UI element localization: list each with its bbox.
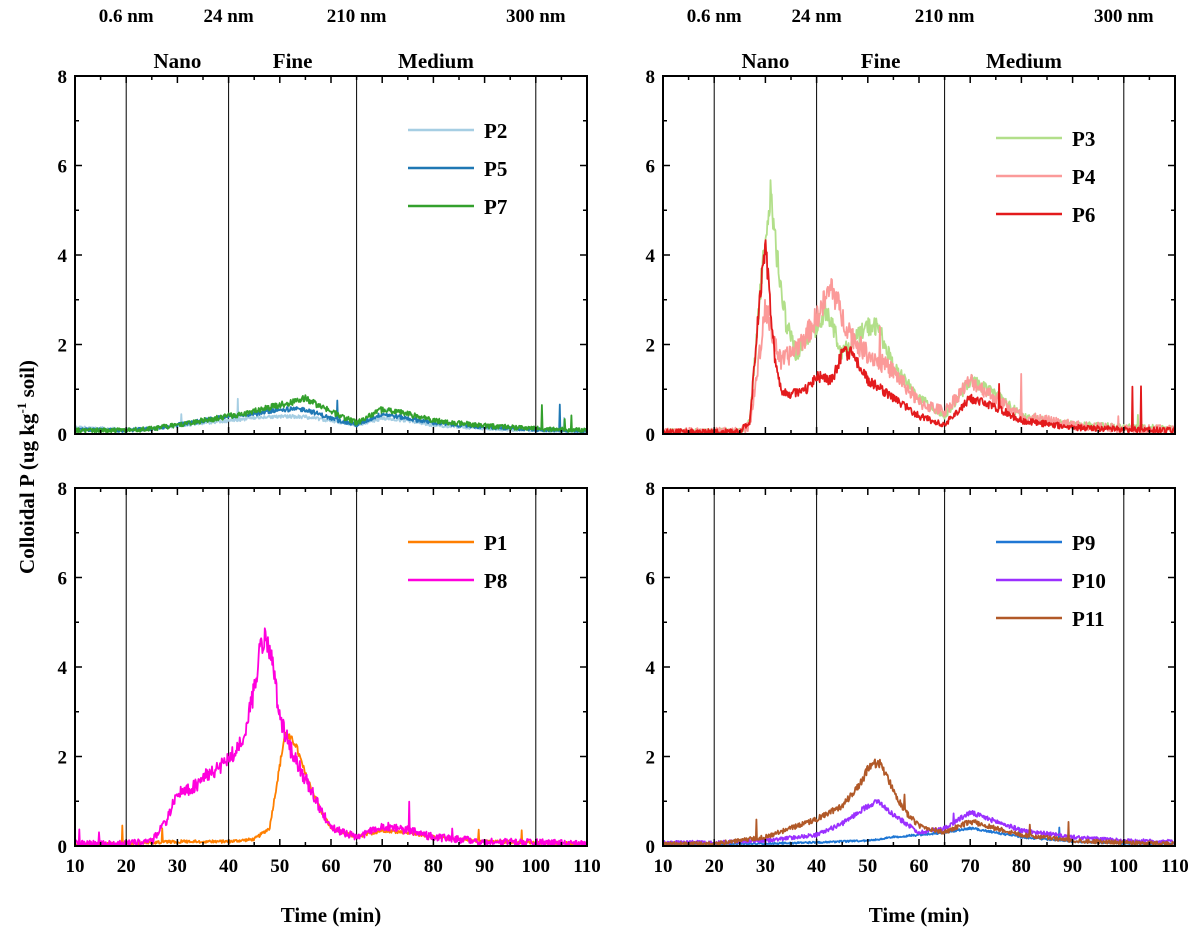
x-tick-label: 100 bbox=[522, 856, 551, 877]
size-label: 24 nm bbox=[204, 6, 254, 27]
x-tick-label: 80 bbox=[1012, 856, 1031, 877]
x-tick-label: 30 bbox=[756, 856, 775, 877]
y-tick-label: 2 bbox=[58, 748, 68, 769]
series-line-P7 bbox=[74, 394, 588, 434]
region-label: Fine bbox=[861, 49, 901, 73]
y-tick-label: 2 bbox=[58, 336, 68, 357]
x-tick-label: 110 bbox=[573, 856, 600, 877]
x-tick-label: 50 bbox=[270, 856, 289, 877]
panel-top-left: 0 2 4 6 8 0.6 nm 24 nm 210 nm 300 nm Nano Fine Medi… bbox=[58, 6, 588, 446]
region-label: Nano bbox=[153, 49, 201, 73]
x-tick-label: 20 bbox=[117, 856, 136, 877]
x-tick-label: 60 bbox=[322, 856, 341, 877]
legend-label-P9: P9 bbox=[1072, 531, 1095, 555]
y-tick-label: 0 bbox=[646, 425, 656, 446]
size-label: 0.6 nm bbox=[687, 6, 742, 27]
y-tick-label: 6 bbox=[646, 569, 656, 590]
x-tick-label: 10 bbox=[66, 856, 85, 877]
x-tick-label: 80 bbox=[424, 856, 443, 877]
y-tick-label: 0 bbox=[646, 837, 656, 858]
y-tick-label: 0 bbox=[58, 425, 68, 446]
legend-label-P11: P11 bbox=[1072, 607, 1105, 631]
legend-label-P1: P1 bbox=[484, 531, 507, 555]
plot-frame bbox=[74, 487, 588, 847]
region-label: Medium bbox=[986, 49, 1062, 73]
x-tick-label: 10 bbox=[654, 856, 673, 877]
legend-label-P2: P2 bbox=[484, 119, 507, 143]
series-line-P6 bbox=[662, 239, 1176, 435]
y-tick-label: 4 bbox=[646, 658, 656, 679]
size-label: 300 nm bbox=[506, 6, 566, 27]
x-tick-label: 90 bbox=[1063, 856, 1082, 877]
size-label: 210 nm bbox=[915, 6, 975, 27]
x-tick-label: 40 bbox=[219, 856, 238, 877]
y-tick-label: 4 bbox=[58, 246, 68, 267]
size-label: 24 nm bbox=[792, 6, 842, 27]
series-line-P4 bbox=[662, 277, 1176, 435]
legend-label-P4: P4 bbox=[1072, 165, 1096, 189]
y-tick-label: 4 bbox=[646, 246, 656, 267]
y-tick-label: 8 bbox=[58, 67, 68, 88]
x-tick-label: 20 bbox=[705, 856, 724, 877]
panel-top-right: 0 2 4 6 8 0.6 nm 24 nm 210 nm 300 nm Nano Fine Medi… bbox=[646, 6, 1176, 446]
x-tick-label: 110 bbox=[1161, 856, 1188, 877]
region-label: Medium bbox=[398, 49, 474, 73]
y-tick-label: 8 bbox=[58, 479, 68, 500]
legend-label-P7: P7 bbox=[484, 195, 507, 219]
y-tick-label: 8 bbox=[646, 479, 656, 500]
series-line-P3 bbox=[662, 179, 1176, 435]
size-label: 300 nm bbox=[1094, 6, 1154, 27]
y-tick-label: 6 bbox=[58, 569, 68, 590]
y-tick-label: 2 bbox=[646, 336, 656, 357]
y-tick-label: 6 bbox=[646, 157, 656, 178]
size-label: 0.6 nm bbox=[99, 6, 154, 27]
series-line-P10 bbox=[662, 799, 1176, 845]
plot-frame bbox=[662, 487, 1176, 847]
panel-bottom-right: 10 20 30 40 50 60 70 80 90 100 110 0 2 4 6 8 P9 P10 P11 Tim… bbox=[646, 479, 1189, 927]
x-tick-label: 90 bbox=[475, 856, 494, 877]
x-tick-label: 50 bbox=[858, 856, 877, 877]
x-tick-label: 30 bbox=[168, 856, 187, 877]
x-tick-label: 70 bbox=[373, 856, 392, 877]
x-tick-label: 100 bbox=[1110, 856, 1139, 877]
legend-label-P10: P10 bbox=[1072, 569, 1106, 593]
y-tick-label: 4 bbox=[58, 658, 68, 679]
plot-frame bbox=[74, 75, 588, 435]
region-label: Nano bbox=[741, 49, 789, 73]
y-tick-label: 0 bbox=[58, 837, 68, 858]
x-axis-title: Time (min) bbox=[281, 903, 382, 927]
x-axis-title: Time (min) bbox=[869, 903, 970, 927]
series-line-P11 bbox=[662, 758, 1176, 847]
panel-bottom-left: 10 20 30 40 50 60 70 80 90 100 110 0 2 4 6 8 P1 P8 Time (m… bbox=[58, 479, 601, 927]
y-tick-label: 2 bbox=[646, 748, 656, 769]
size-label: 210 nm bbox=[327, 6, 387, 27]
y-tick-label: 8 bbox=[646, 67, 656, 88]
plot-frame bbox=[662, 75, 1176, 435]
y-axis-title: Colloidal P (ug kg-1 soil) bbox=[14, 360, 39, 574]
region-label: Fine bbox=[273, 49, 313, 73]
x-tick-label: 40 bbox=[807, 856, 826, 877]
legend-label-P3: P3 bbox=[1072, 127, 1095, 151]
x-tick-label: 70 bbox=[961, 856, 980, 877]
series-line-P8 bbox=[74, 627, 588, 847]
legend-label-P8: P8 bbox=[484, 569, 507, 593]
legend-label-P5: P5 bbox=[484, 157, 507, 181]
legend-label-P6: P6 bbox=[1072, 203, 1095, 227]
y-tick-label: 6 bbox=[58, 157, 68, 178]
x-tick-label: 60 bbox=[910, 856, 929, 877]
